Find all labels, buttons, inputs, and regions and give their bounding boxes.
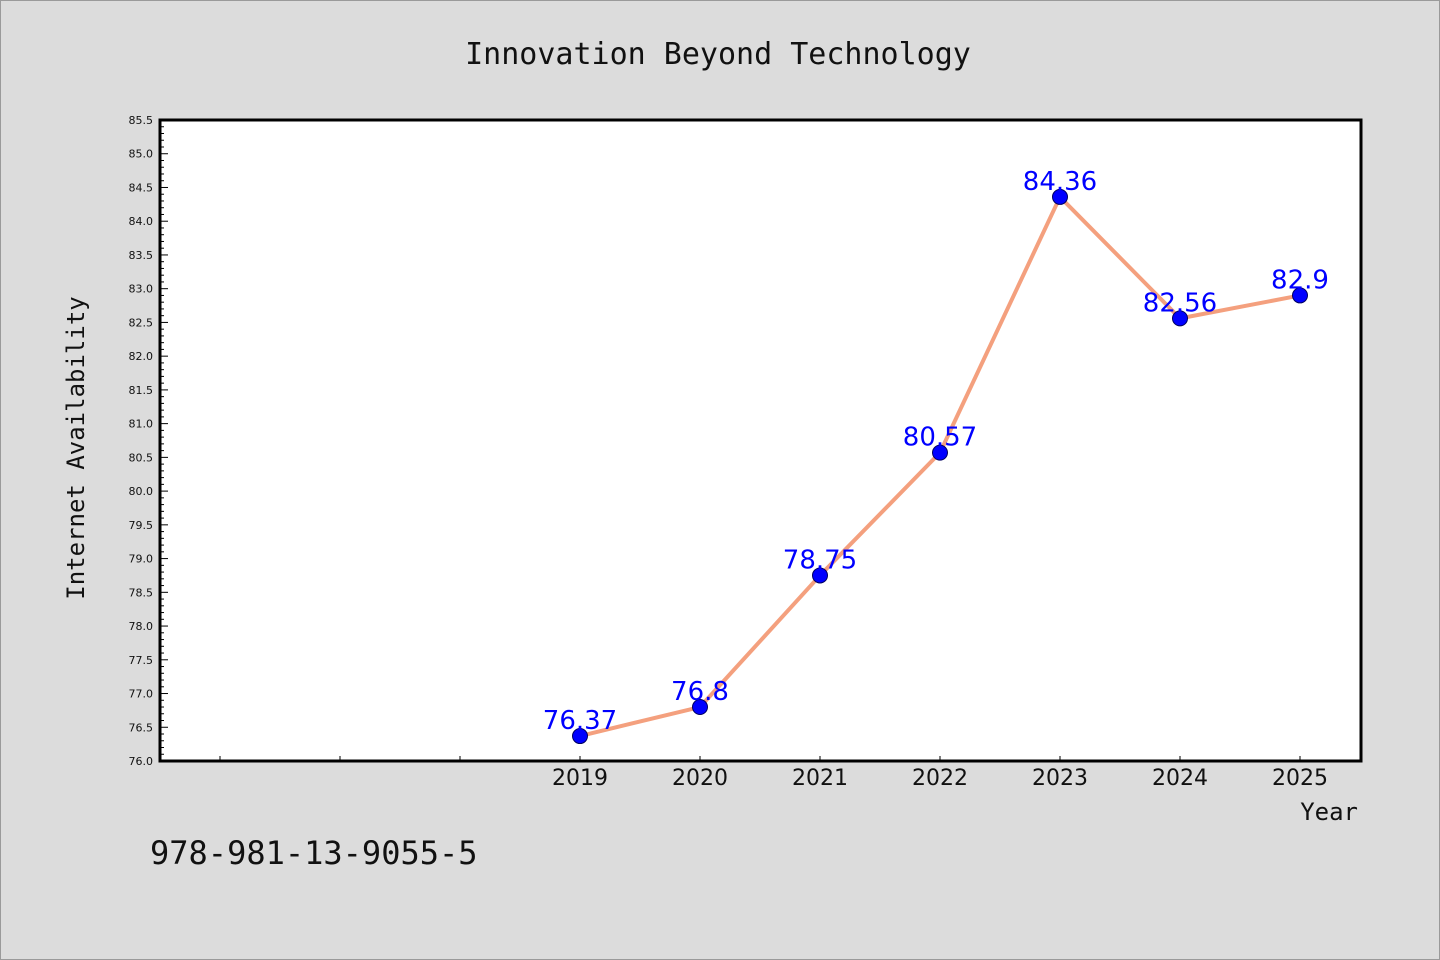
data-point bbox=[572, 728, 588, 745]
x-tick-label: 2023 bbox=[1032, 766, 1088, 791]
y-axis-ticks: 76.0 76.5 77.0 77.5 78.0 78.5 79.0 79.5 80.0 80.5… bbox=[129, 114, 168, 768]
data-label: 76.8 bbox=[671, 677, 729, 707]
x-axis-ticks: 2019 2020 2021 2022 2023 2024 2025 bbox=[219, 756, 1328, 791]
data-label: 78.75 bbox=[783, 545, 857, 575]
y-tick-label: 76.5 bbox=[129, 721, 154, 734]
y-tick-label: 85.5 bbox=[129, 114, 154, 127]
x-tick-label: 2022 bbox=[912, 766, 968, 791]
data-point bbox=[692, 699, 708, 716]
y-tick-label: 80.0 bbox=[129, 485, 154, 498]
y-tick-label: 78.0 bbox=[129, 620, 154, 633]
data-point bbox=[932, 444, 948, 461]
y-tick-label: 77.0 bbox=[129, 688, 154, 701]
data-label: 82.9 bbox=[1271, 265, 1329, 295]
y-tick-label: 83.5 bbox=[129, 249, 154, 262]
y-tick-label: 82.5 bbox=[129, 316, 154, 329]
x-axis-label: Year bbox=[1300, 798, 1358, 826]
y-tick-label: 85.0 bbox=[129, 148, 154, 161]
y-tick-label: 79.5 bbox=[129, 519, 154, 532]
y-tick-label: 84.0 bbox=[129, 215, 154, 228]
chart-title: Innovation Beyond Technology bbox=[465, 37, 971, 72]
y-tick-label: 79.0 bbox=[129, 553, 154, 566]
data-points bbox=[572, 188, 1308, 745]
data-point bbox=[1052, 188, 1068, 205]
y-tick-label: 76.0 bbox=[129, 755, 154, 768]
y-tick-label: 81.0 bbox=[129, 418, 154, 431]
y-tick-label: 80.5 bbox=[129, 451, 154, 464]
y-tick-label: 78.5 bbox=[129, 586, 154, 599]
x-tick-label: 2025 bbox=[1272, 766, 1328, 791]
y-tick-label: 83.0 bbox=[129, 283, 154, 296]
y-tick-label: 77.5 bbox=[129, 654, 154, 667]
x-tick-label: 2024 bbox=[1152, 766, 1208, 791]
data-point bbox=[812, 567, 828, 584]
data-labels: 76.37 76.8 78.75 80.57 84.36 82.56 82.9 bbox=[543, 167, 1329, 736]
y-tick-label: 82.0 bbox=[129, 350, 154, 363]
plot-area bbox=[158, 118, 1363, 763]
data-point bbox=[1172, 310, 1188, 327]
x-tick-label: 2021 bbox=[792, 766, 848, 791]
data-label: 82.56 bbox=[1143, 288, 1217, 318]
data-point bbox=[1292, 287, 1308, 304]
y-axis-label: Internet Availability bbox=[62, 296, 90, 599]
data-label: 80.57 bbox=[903, 423, 977, 453]
y-tick-label: 84.5 bbox=[129, 181, 154, 194]
footer-code-text: 978-981-13-9055-5 bbox=[150, 834, 478, 872]
x-tick-label: 2019 bbox=[552, 766, 608, 791]
x-tick-label: 2020 bbox=[672, 766, 728, 791]
y-tick-label: 81.5 bbox=[129, 384, 154, 397]
data-label: 76.37 bbox=[543, 706, 617, 736]
data-label: 84.36 bbox=[1023, 167, 1097, 197]
